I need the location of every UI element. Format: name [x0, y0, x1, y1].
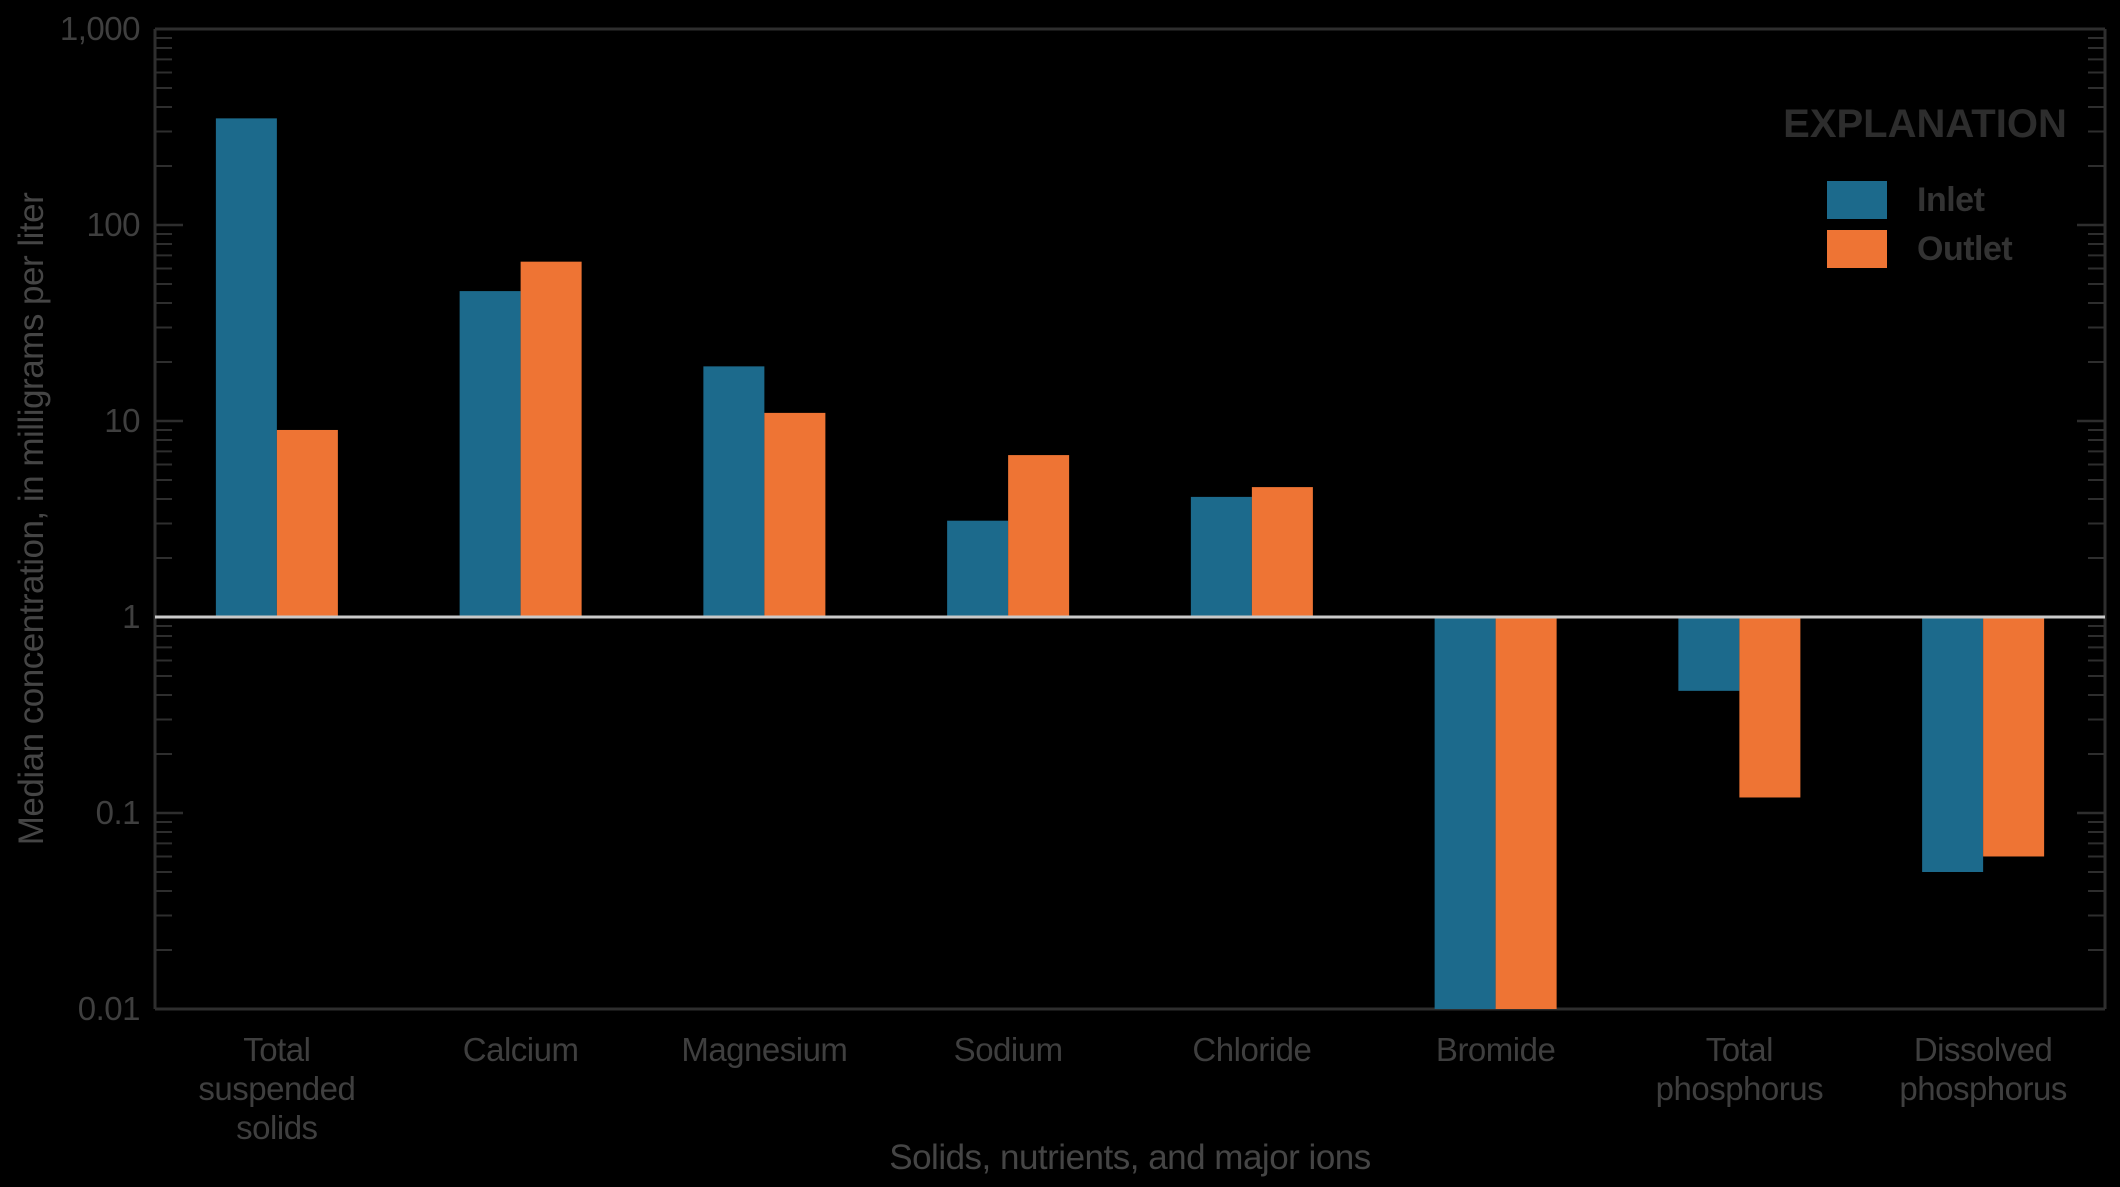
- category-label-sodium: Sodium: [953, 1031, 1063, 1068]
- legend: EXPLANATION Inlet Outlet: [1760, 102, 2090, 279]
- y-tick-label-10: 10: [104, 402, 140, 439]
- category-label-calcium: Calcium: [462, 1031, 579, 1068]
- bar-inlet-dissolved-phosphorus: [1922, 617, 1984, 873]
- y-tick-label-100: 100: [86, 206, 140, 243]
- legend-item-outlet: Outlet: [1827, 230, 2090, 268]
- category-label-magnesium: Magnesium: [681, 1031, 848, 1068]
- legend-item-inlet: Inlet: [1827, 181, 2090, 219]
- legend-title: EXPLANATION: [1783, 102, 2067, 146]
- category-label-dissolved-phosphorus: Dissolved phosphorus: [1899, 1031, 2067, 1107]
- bar-outlet-magnesium: [764, 412, 826, 617]
- legend-swatch-outlet-icon: [1827, 230, 1887, 268]
- bar-outlet-calcium: [520, 261, 582, 617]
- legend-label-outlet: Outlet: [1917, 229, 2013, 268]
- category-label-chloride: Chloride: [1192, 1031, 1312, 1068]
- x-axis-title: Solids, nutrients, and major ions: [889, 1138, 1371, 1177]
- bar-inlet-total-suspended-solids: [215, 118, 277, 617]
- bar-outlet-bromide: [1495, 617, 1557, 1009]
- y-axis-title: Median concentration, in milligrams per …: [12, 192, 51, 846]
- bar-inlet-calcium: [459, 291, 521, 617]
- bar-outlet-dissolved-phosphorus: [1983, 617, 2045, 857]
- y-tick-label-001: 0.01: [77, 990, 141, 1027]
- bar-inlet-bromide: [1434, 617, 1496, 1009]
- y-tick-label-01: 0.1: [95, 794, 141, 831]
- category-label-bromide: Bromide: [1435, 1031, 1556, 1068]
- bar-outlet-chloride: [1251, 487, 1313, 617]
- bar-inlet-sodium: [947, 520, 1009, 617]
- bar-inlet-chloride: [1190, 496, 1252, 617]
- bar-outlet-sodium: [1008, 455, 1070, 617]
- category-label-total-suspended-solids: Total suspended solids: [198, 1031, 356, 1146]
- bar-outlet-total-phosphorus: [1739, 617, 1801, 798]
- y-tick-label-1000: 1,000: [59, 10, 141, 47]
- category-label-total-phosphorus: Total phosphorus: [1655, 1031, 1824, 1107]
- bar-inlet-magnesium: [703, 366, 765, 617]
- bar-outlet-total-suspended-solids: [276, 429, 338, 617]
- bar-inlet-total-phosphorus: [1678, 617, 1740, 691]
- legend-swatch-inlet-icon: [1827, 181, 1887, 219]
- y-tick-label-1: 1: [122, 598, 140, 635]
- legend-label-inlet: Inlet: [1917, 180, 1985, 219]
